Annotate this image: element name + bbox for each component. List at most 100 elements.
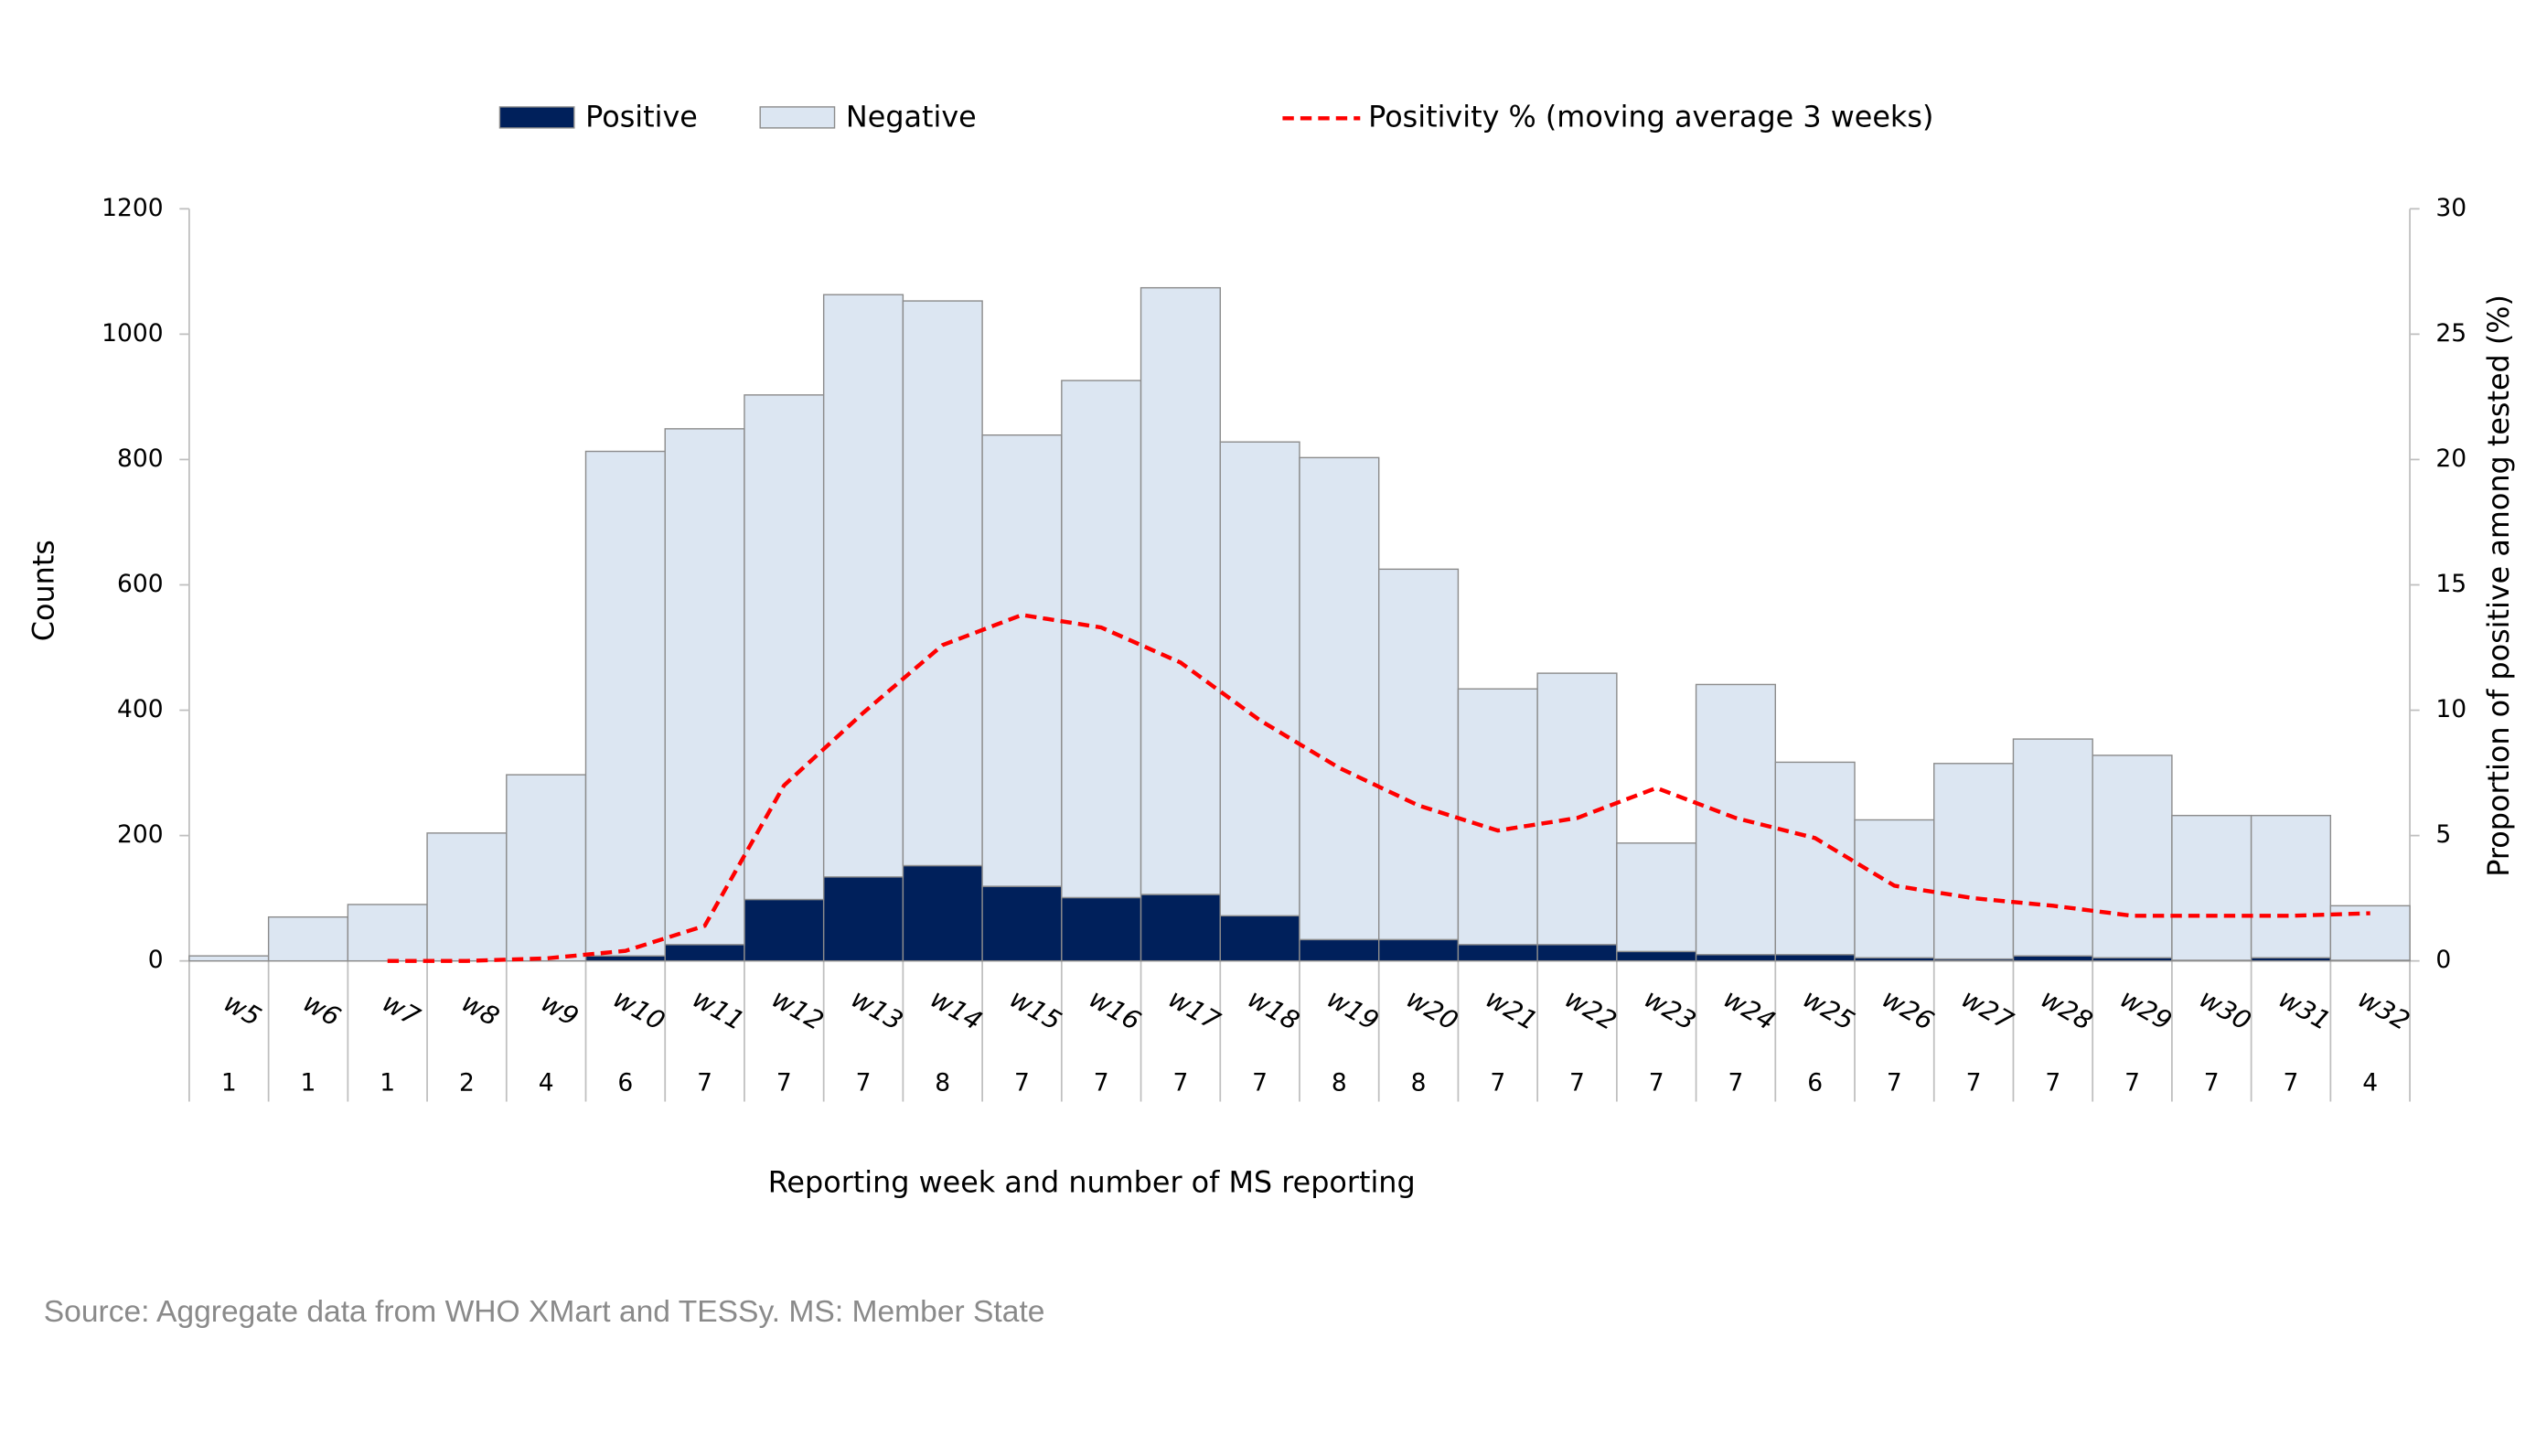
ms-count-label: 8 <box>1332 1069 1347 1097</box>
legend-label: Positivity % (moving average 3 weeks) <box>1368 99 1933 134</box>
bar-segment <box>2012 955 2093 962</box>
x-tick-label: w18 <box>1243 983 1305 1036</box>
x-tick-label: w13 <box>846 983 908 1036</box>
ms-count-label: 7 <box>697 1069 712 1097</box>
x-tick-label: w26 <box>1877 983 1939 1036</box>
legend-label: Positive <box>585 99 698 134</box>
x-tick-label: w5 <box>219 988 266 1033</box>
bar-segment <box>426 832 508 962</box>
bar-segment <box>1377 938 1460 962</box>
x-tick-label: w25 <box>1798 983 1860 1036</box>
bar-segment <box>1061 380 1142 899</box>
bar-segment <box>822 876 904 962</box>
bar-segment <box>584 450 666 957</box>
bar-segment <box>1457 944 1538 962</box>
bar-segment <box>902 300 983 867</box>
y-axis-title: Counts <box>27 540 61 641</box>
bar-segment <box>2171 814 2252 961</box>
ms-count-label: 7 <box>1172 1069 1188 1097</box>
bar-segment <box>267 915 349 962</box>
x-tick-label: w9 <box>536 988 583 1033</box>
x-tick-label: w32 <box>2353 983 2415 1036</box>
bar-segment <box>1616 950 1697 962</box>
ms-count-label: 7 <box>776 1069 792 1097</box>
positivity-line <box>387 613 2370 963</box>
y-tick-label: 800 <box>117 444 164 473</box>
x-tick-label: w20 <box>1401 983 1463 1036</box>
y2-tick-label: 25 <box>2435 319 2466 348</box>
bar-segment <box>1140 894 1221 962</box>
bar-segment <box>1140 286 1221 895</box>
x-tick-label: w16 <box>1084 983 1146 1036</box>
x-tick-label: w12 <box>766 983 829 1036</box>
bar-segment <box>1219 441 1300 917</box>
x-tick-label: w17 <box>1163 983 1225 1036</box>
y2-axis-title: Proportion of positive among tested (%) <box>2481 294 2516 877</box>
ms-count-label: 7 <box>1490 1069 1505 1097</box>
ms-count-label: 2 <box>459 1069 475 1097</box>
ms-count-label: 7 <box>1887 1069 1902 1097</box>
bar-segment <box>1854 819 1935 958</box>
x-tick-label: w24 <box>1718 983 1781 1036</box>
ms-count-label: 4 <box>539 1069 554 1097</box>
bar-segment <box>1061 896 1142 962</box>
bar-segment <box>1457 688 1538 946</box>
ms-count-label: 7 <box>2045 1069 2060 1097</box>
x-tick-label: w10 <box>608 983 670 1036</box>
bar-segment <box>822 294 904 878</box>
ms-count-label: 6 <box>1807 1069 1823 1097</box>
x-tick-label: w30 <box>2194 983 2256 1036</box>
y-tick-label: 600 <box>117 570 164 598</box>
legend-swatch <box>498 106 575 129</box>
bar-segment <box>981 434 1063 887</box>
bar-segment <box>584 955 666 962</box>
ms-count-label: 7 <box>2284 1069 2299 1097</box>
y-tick-label: 1000 <box>102 319 163 348</box>
ms-count-label: 7 <box>2124 1069 2140 1097</box>
y2-tick-label: 5 <box>2435 820 2451 849</box>
x-tick-label: w8 <box>456 988 504 1033</box>
legend-swatch <box>759 106 836 129</box>
x-axis-title: Reporting week and number of MS reportin… <box>768 1165 1416 1200</box>
y2-tick-label: 30 <box>2435 194 2466 222</box>
bar-segment <box>1299 456 1380 941</box>
legend-label: Negative <box>846 99 977 134</box>
ms-count-label: 8 <box>935 1069 950 1097</box>
x-tick-label: w14 <box>926 983 988 1036</box>
ms-count-label: 1 <box>221 1069 237 1097</box>
bar-segment <box>1616 842 1697 953</box>
y-tick-label: 1200 <box>102 194 163 222</box>
bar-segment <box>1933 763 2015 960</box>
y-tick-label: 200 <box>117 820 164 849</box>
bar-segment <box>1774 761 1856 956</box>
ms-count-label: 7 <box>2204 1069 2220 1097</box>
bar-segment <box>902 864 983 962</box>
y2-tick-label: 0 <box>2435 946 2451 974</box>
bar-segment <box>506 774 587 962</box>
x-tick-label: w7 <box>378 988 425 1033</box>
ms-count-label: 7 <box>1569 1069 1585 1097</box>
bar-segment <box>1536 672 1618 946</box>
x-tick-label: w22 <box>1560 983 1622 1036</box>
bar-segment <box>664 944 745 962</box>
x-tick-label: w6 <box>298 988 346 1033</box>
bar-segment <box>1695 954 1777 962</box>
y-tick-label: 400 <box>117 695 164 723</box>
x-tick-label: w21 <box>1481 983 1543 1036</box>
source-note: Source: Aggregate data from WHO XMart an… <box>44 1295 1045 1329</box>
ms-count-label: 1 <box>301 1069 316 1097</box>
bar-segment <box>347 904 428 962</box>
x-tick-label: w15 <box>1005 983 1067 1036</box>
x-tick-label: w11 <box>688 983 750 1036</box>
bar-segment <box>744 394 825 901</box>
bar-segment <box>2092 755 2173 958</box>
y2-tick-label: 10 <box>2435 695 2466 723</box>
bar-segment <box>1299 938 1380 962</box>
bar-segment <box>1377 568 1460 941</box>
y-tick-label: 0 <box>148 946 164 974</box>
x-tick-label: w28 <box>2036 983 2098 1036</box>
ms-count-label: 4 <box>2362 1069 2378 1097</box>
bar-segment <box>188 955 270 962</box>
x-tick-label: w29 <box>2115 983 2178 1036</box>
ms-count-label: 7 <box>1094 1069 1109 1097</box>
